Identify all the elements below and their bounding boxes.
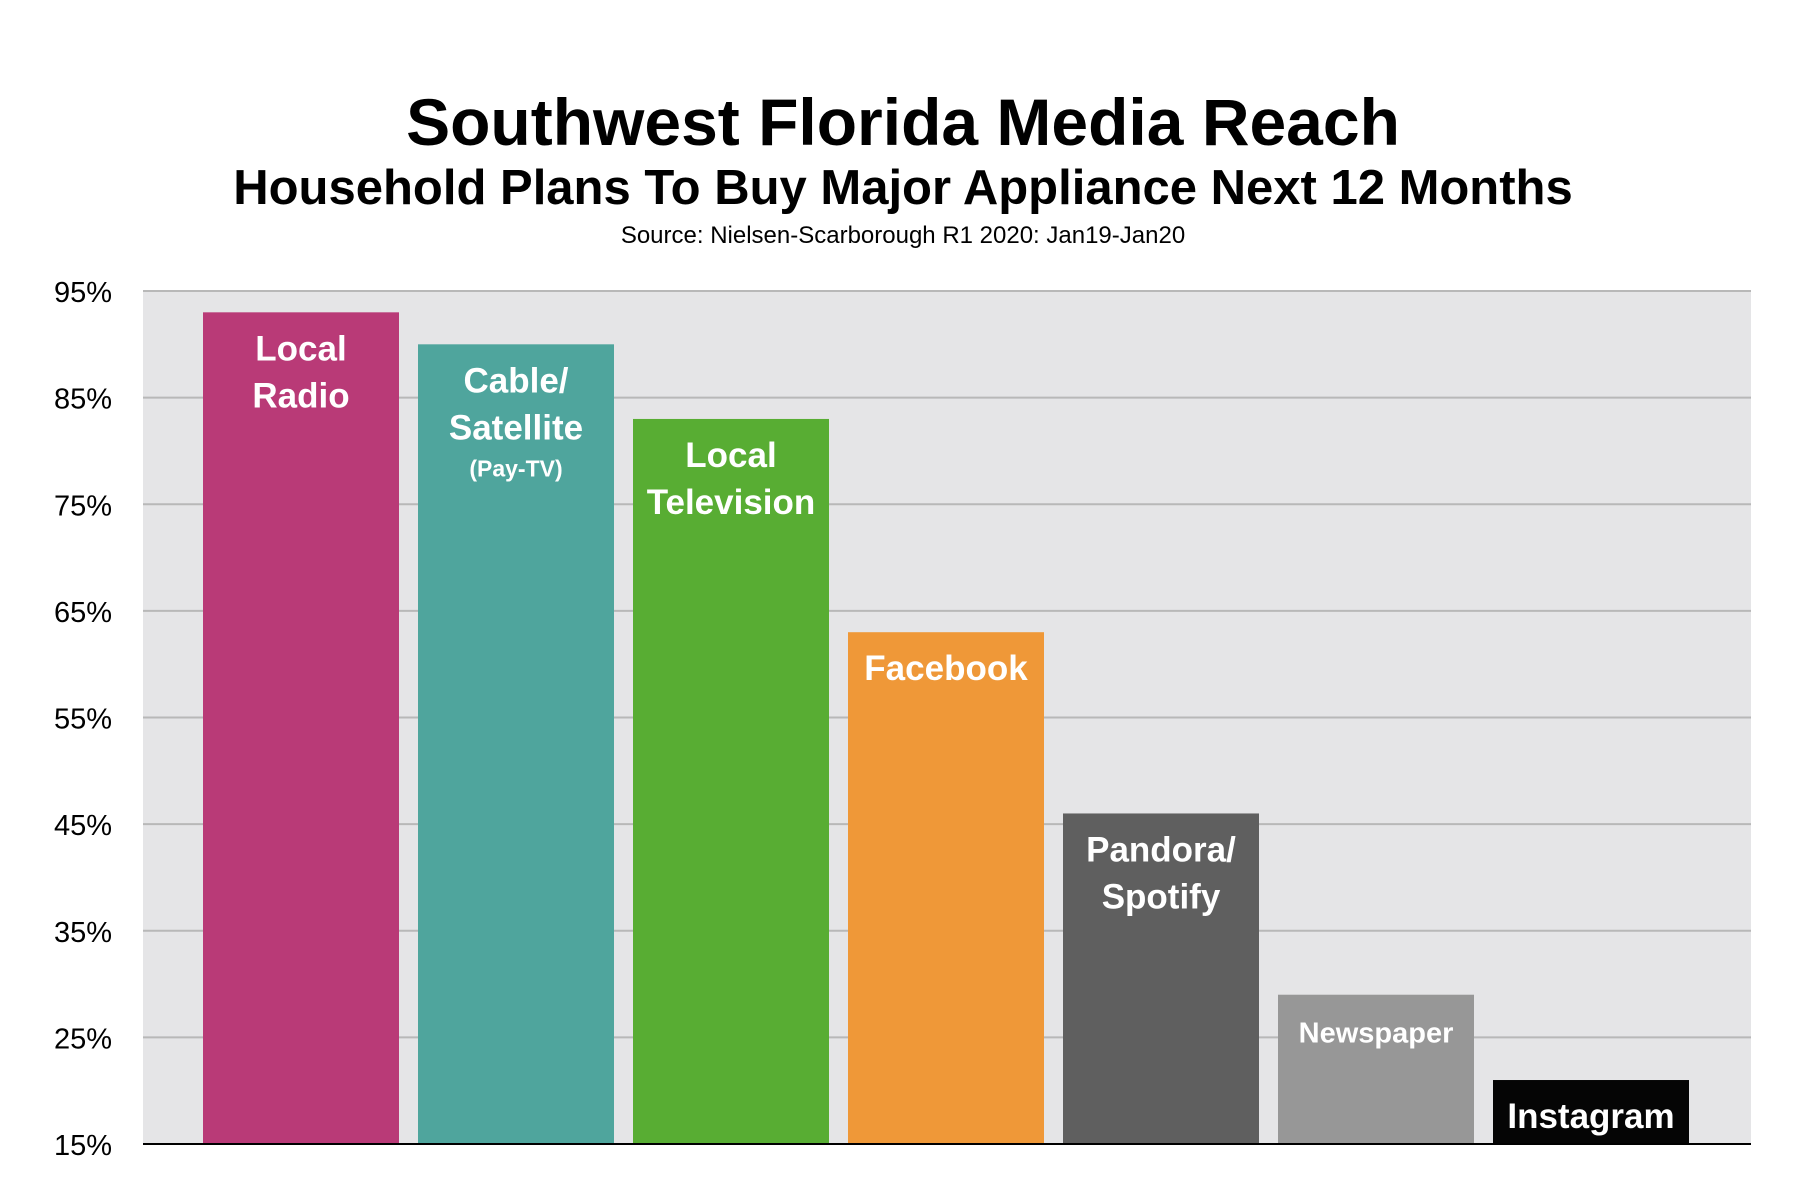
y-tick-label: 55% xyxy=(54,704,112,736)
bar-label: Instagram xyxy=(1507,1097,1674,1136)
bar-2 xyxy=(418,344,614,1144)
bar-label: Local xyxy=(255,329,346,368)
bar-label: Spotify xyxy=(1102,877,1221,916)
y-tick-label: 45% xyxy=(54,810,112,842)
y-tick-label: 75% xyxy=(54,490,112,522)
bar-label: Satellite xyxy=(449,408,583,447)
bar-label: Television xyxy=(647,483,816,522)
bar-label: Cable/ xyxy=(463,361,568,400)
bar-sublabel: (Pay-TV) xyxy=(469,455,562,481)
y-tick-label: 95% xyxy=(54,277,112,309)
chart-source: Source: Nielsen-Scarborough R1 2020: Jan… xyxy=(620,222,1186,249)
bar-6 xyxy=(1278,994,1474,1144)
bar-3 xyxy=(633,418,829,1144)
bar-label: Newspaper xyxy=(1299,1018,1454,1050)
bar-label: Local xyxy=(685,436,776,475)
bar-label: Facebook xyxy=(864,649,1028,688)
chart-title: Southwest Florida Media Reach xyxy=(406,85,1400,159)
y-tick-label: 15% xyxy=(54,1130,112,1162)
chart-subtitle: Household Plans To Buy Major Appliance N… xyxy=(233,161,1573,215)
bar-5 xyxy=(1063,813,1259,1144)
y-tick-label: 25% xyxy=(54,1023,112,1055)
bar-label: Pandora/ xyxy=(1086,830,1236,869)
bar-1 xyxy=(203,312,399,1144)
y-tick-label: 85% xyxy=(54,384,112,416)
y-tick-label: 35% xyxy=(54,917,112,949)
y-tick-label: 65% xyxy=(54,597,112,629)
bar-7 xyxy=(1493,1080,1689,1144)
bar-label: Radio xyxy=(252,376,349,415)
bar-4 xyxy=(848,632,1044,1144)
